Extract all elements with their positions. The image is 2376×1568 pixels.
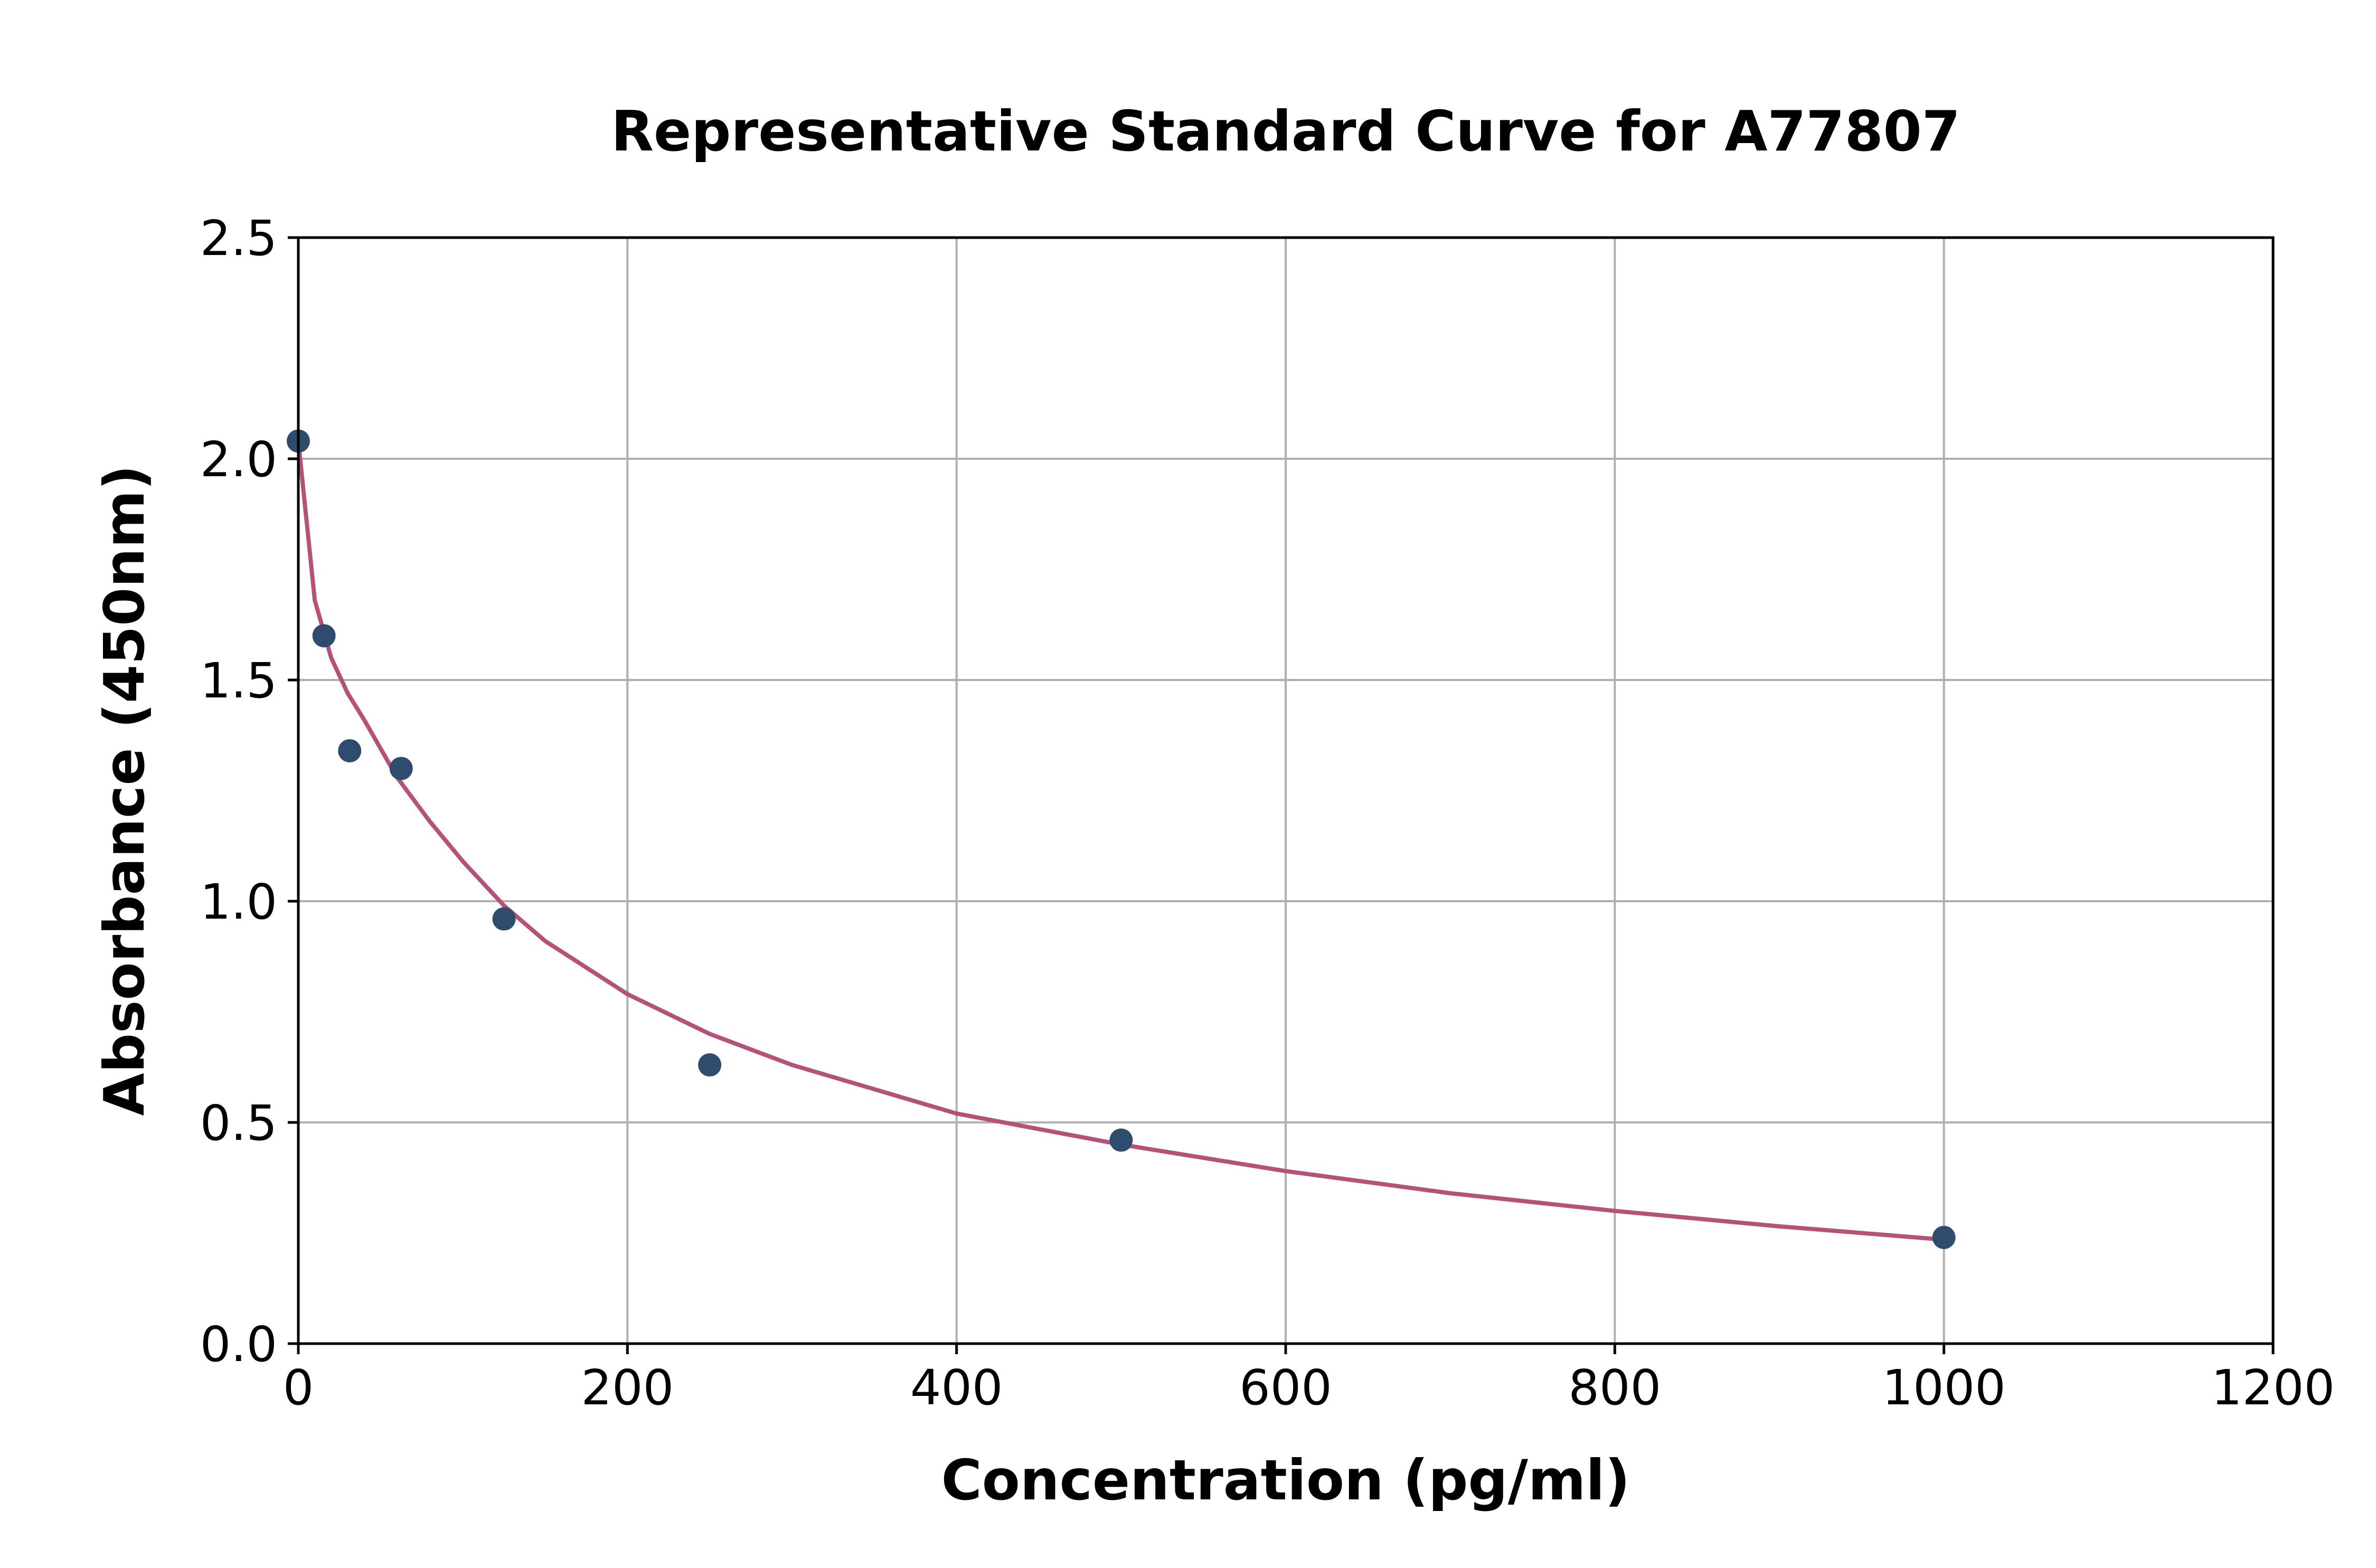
x-tick-label: 400 [910, 1359, 1003, 1416]
fit-curve-line [296, 439, 1946, 1242]
chart-title: Representative Standard Curve for A77807 [611, 99, 1960, 164]
fit-curve-group [296, 439, 1946, 1242]
x-tick-label: 1000 [1882, 1359, 2006, 1416]
y-tick-label: 2.0 [200, 431, 277, 488]
y-tick-label: 0.0 [200, 1316, 277, 1373]
data-point [338, 739, 362, 763]
data-points-group [287, 429, 1956, 1249]
data-point [1109, 1128, 1133, 1152]
x-tick-label: 0 [283, 1359, 314, 1416]
y-axis-ticks: 0.0 0.5 1.0 1.5 2.0 2.5 [200, 210, 298, 1373]
x-tick-label: 1200 [2211, 1359, 2335, 1416]
x-axis-label: Concentration (pg/ml) [941, 1448, 1630, 1513]
y-tick-label: 0.5 [200, 1095, 277, 1151]
x-tick-label: 800 [1569, 1359, 1662, 1416]
x-tick-label: 200 [581, 1359, 674, 1416]
grid-lines [297, 237, 2274, 1345]
y-axis-label: Absorbance (450nm) [92, 465, 157, 1116]
data-point [698, 1053, 722, 1077]
y-tick-label: 1.0 [200, 874, 277, 930]
data-point [389, 757, 413, 780]
data-point [492, 907, 516, 931]
data-point [1932, 1225, 1956, 1249]
y-tick-label: 1.5 [200, 653, 277, 709]
y-tick-label: 2.5 [200, 210, 277, 267]
x-tick-label: 600 [1239, 1359, 1332, 1416]
data-point [312, 624, 336, 648]
x-axis-ticks: 0 200 400 600 800 1000 1200 [283, 1344, 2335, 1416]
